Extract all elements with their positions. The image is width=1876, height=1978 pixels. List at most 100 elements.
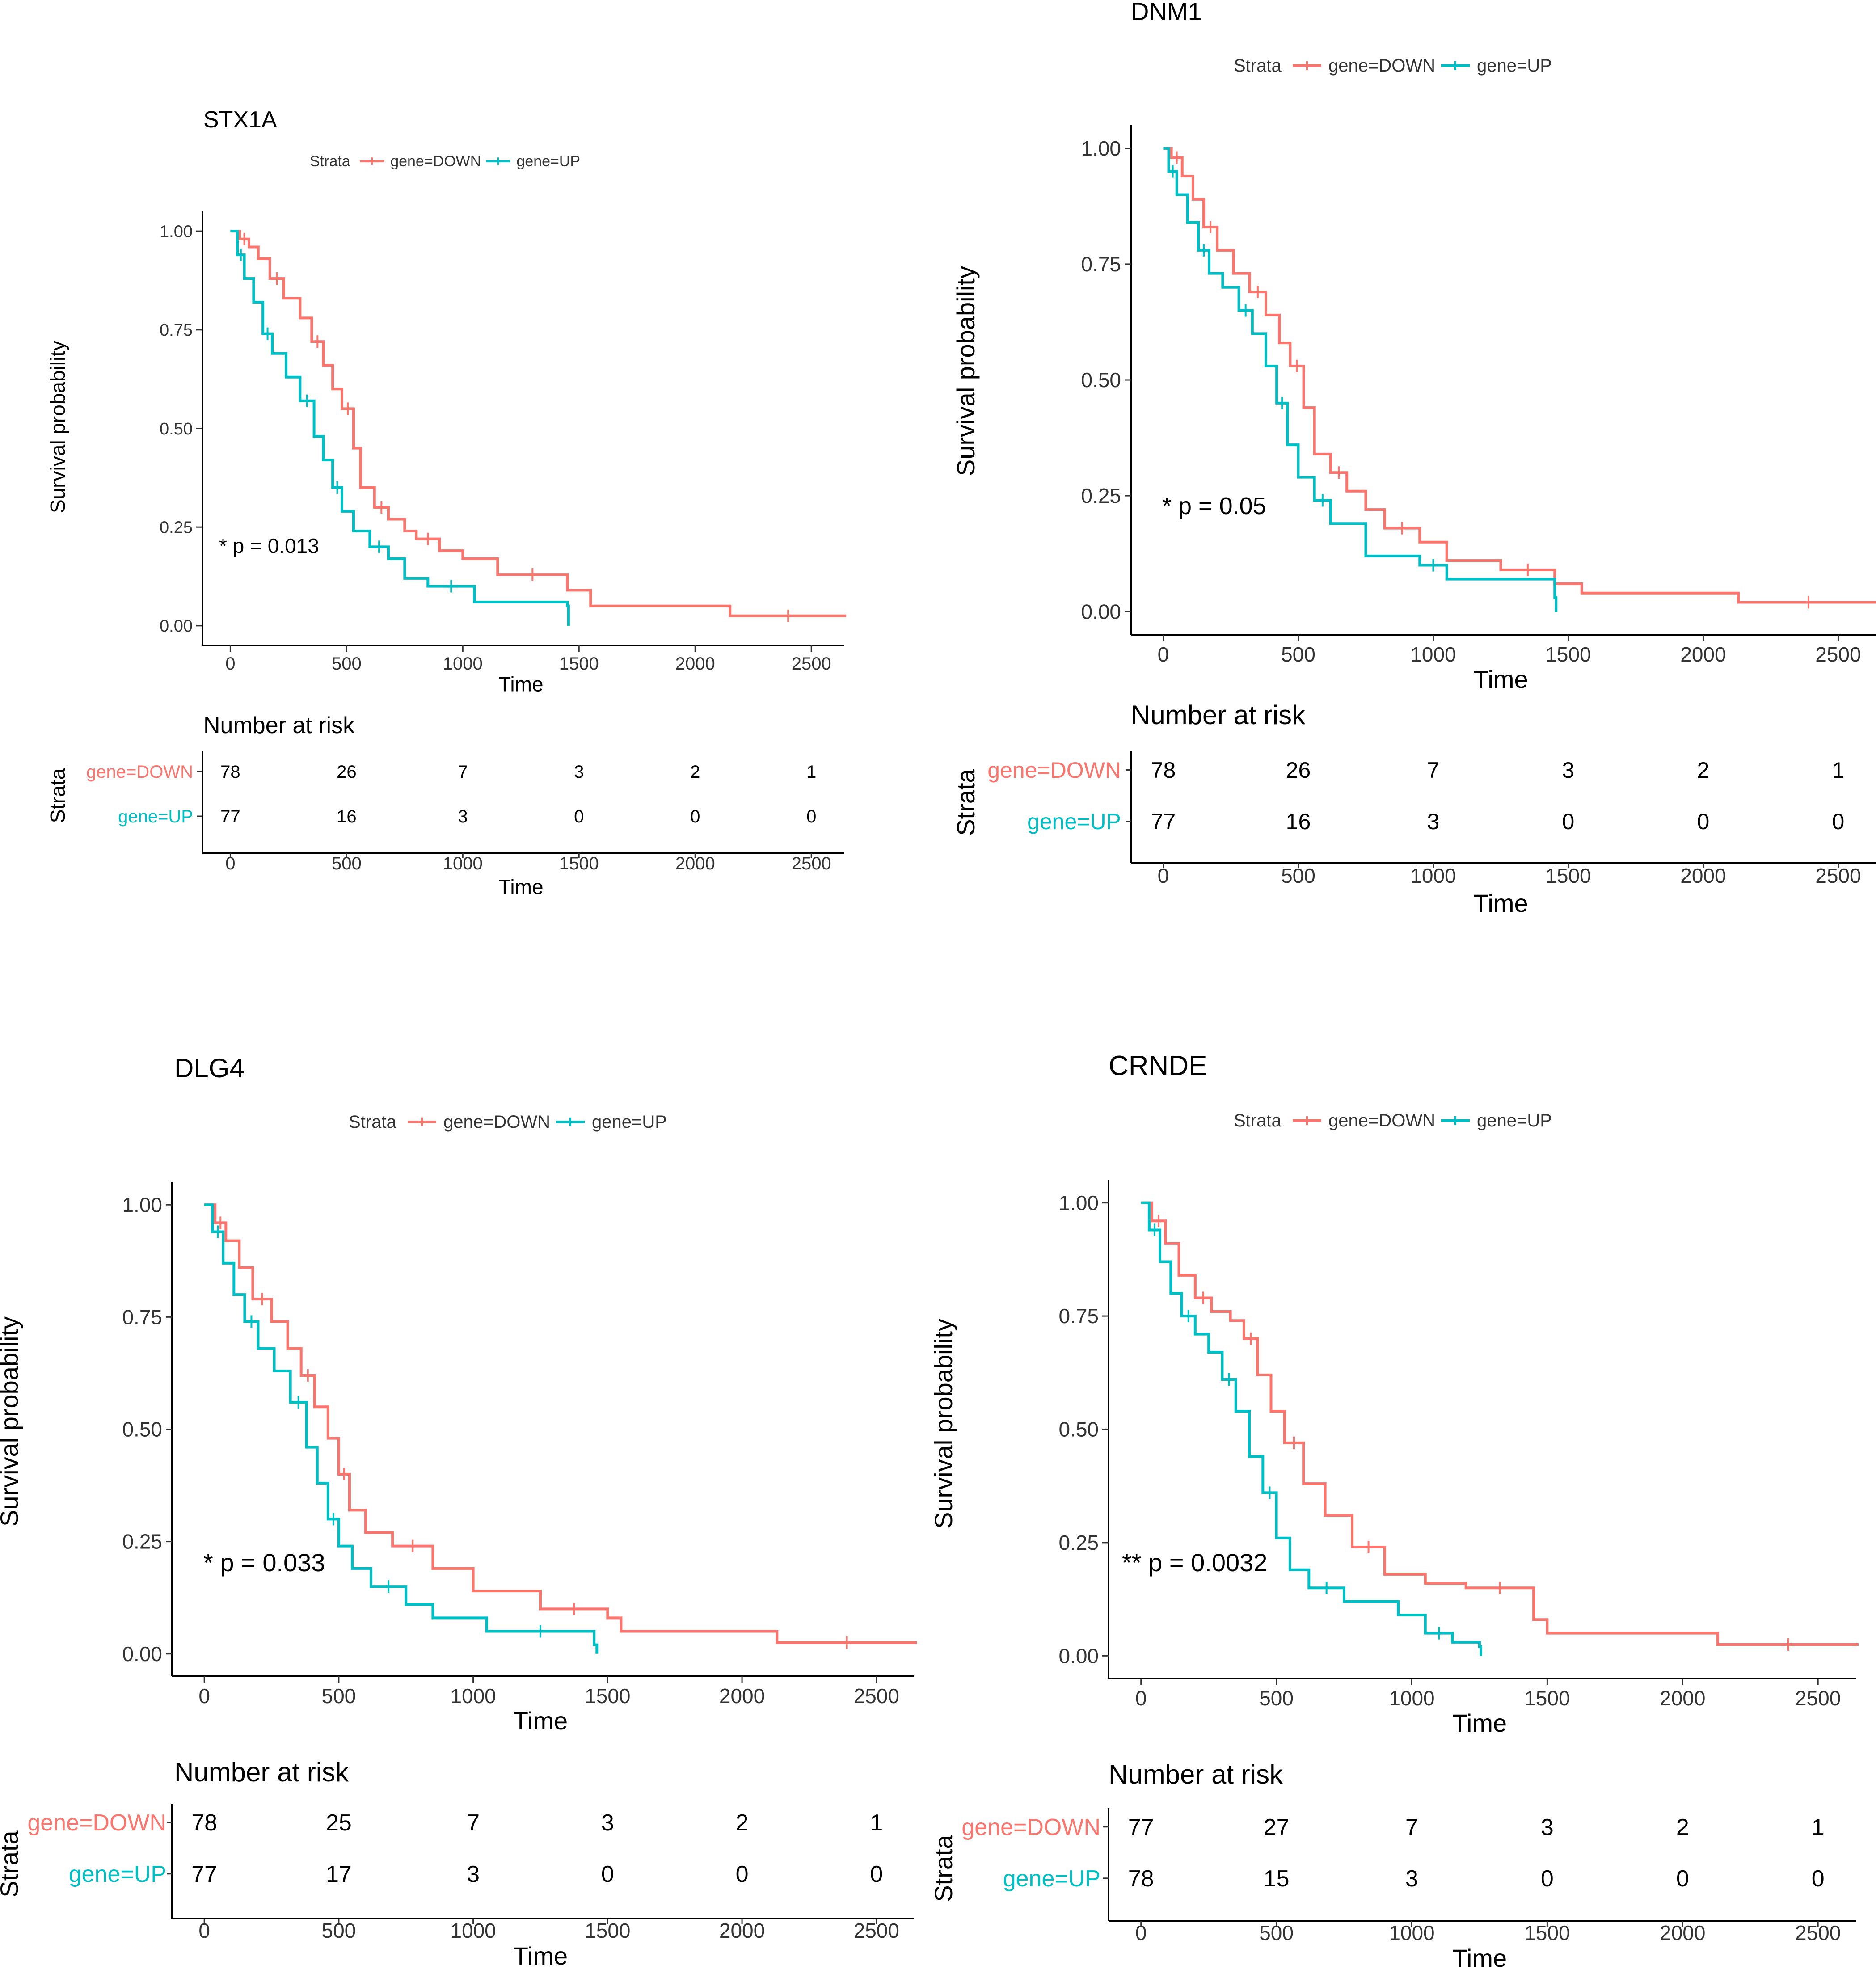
risk-x-tick-label: 1500 bbox=[559, 854, 599, 873]
risk-cell: 2 bbox=[1676, 1814, 1689, 1840]
risk-row-label: gene=DOWN bbox=[86, 762, 193, 782]
risk-x-axis-label: Time bbox=[1473, 889, 1528, 917]
risk-cell: 78 bbox=[1128, 1866, 1154, 1892]
panel-title: DLG4 bbox=[174, 1053, 245, 1083]
x-tick-label: 2500 bbox=[1795, 1687, 1841, 1710]
legend: Strata gene=DOWN gene=UP bbox=[1234, 1111, 1552, 1130]
p-value: * p = 0.013 bbox=[219, 534, 319, 557]
x-axis-label: Time bbox=[1452, 1709, 1507, 1737]
risk-cell: 2 bbox=[1697, 758, 1710, 783]
x-tick-label: 1500 bbox=[1545, 643, 1591, 666]
legend-label: gene=DOWN bbox=[1328, 56, 1435, 76]
risk-x-tick-label: 1500 bbox=[585, 1919, 630, 1942]
risk-table: Number at risk Strata gene=DOWN 78 26 7 3 2 1 gen… bbox=[952, 700, 1876, 917]
risk-cell: 0 bbox=[870, 1861, 883, 1887]
risk-row-label: gene=DOWN bbox=[27, 1810, 166, 1836]
risk-x-tick-label: 0 bbox=[1158, 864, 1169, 887]
y-tick-label: 0.00 bbox=[160, 617, 193, 636]
curve-gene-up bbox=[204, 1203, 599, 1654]
x-tick-label: 0 bbox=[1158, 643, 1169, 666]
y-axis-label: Survival probability bbox=[46, 341, 69, 513]
risk-table-title: Number at risk bbox=[1131, 700, 1306, 730]
y-tick-label: 0.50 bbox=[160, 420, 193, 439]
p-value: ** p = 0.0032 bbox=[1122, 1548, 1267, 1577]
legend-title: Strata bbox=[349, 1112, 396, 1132]
risk-x-tick-label: 0 bbox=[1135, 1921, 1147, 1944]
legend-title: Strata bbox=[1234, 56, 1282, 76]
risk-cell: 0 bbox=[1676, 1866, 1689, 1892]
curve-gene-up bbox=[1163, 147, 1558, 612]
risk-strata-label: Strata bbox=[46, 768, 69, 823]
risk-cell: 25 bbox=[326, 1810, 352, 1836]
x-tick-label: 500 bbox=[1281, 643, 1315, 666]
risk-cell: 16 bbox=[1286, 809, 1311, 834]
x-tick-label: 1000 bbox=[1389, 1687, 1434, 1710]
risk-cell: 0 bbox=[1697, 809, 1710, 834]
y-axis-label: Survival probability bbox=[929, 1319, 957, 1529]
x-axis-label: Time bbox=[1473, 665, 1528, 693]
x-tick-label: 1000 bbox=[450, 1684, 496, 1708]
risk-cell: 3 bbox=[574, 762, 584, 782]
legend-label: gene=UP bbox=[592, 1112, 667, 1132]
x-tick-label: 2000 bbox=[1680, 643, 1726, 666]
p-value: * p = 0.033 bbox=[203, 1548, 325, 1577]
risk-x-tick-label: 1000 bbox=[450, 1919, 496, 1942]
risk-cell: 78 bbox=[220, 762, 240, 782]
curve-gene-down bbox=[1163, 147, 1876, 604]
legend-label: gene=UP bbox=[1477, 56, 1552, 76]
risk-cell: 0 bbox=[736, 1861, 749, 1887]
risk-cell: 3 bbox=[1562, 758, 1575, 783]
p-value: * p = 0.05 bbox=[1162, 493, 1266, 519]
x-tick-label: 1000 bbox=[443, 654, 483, 674]
risk-row-label: gene=DOWN bbox=[987, 758, 1121, 783]
risk-row-label: gene=DOWN bbox=[961, 1814, 1100, 1840]
x-tick-label: 500 bbox=[322, 1684, 356, 1708]
risk-cell: 78 bbox=[1151, 758, 1176, 783]
risk-cell: 3 bbox=[458, 807, 468, 827]
legend-label: gene=DOWN bbox=[1328, 1111, 1435, 1130]
y-tick-label: 0.50 bbox=[122, 1418, 162, 1441]
y-tick-label: 0.25 bbox=[160, 518, 193, 537]
curve-gene-up bbox=[1141, 1201, 1482, 1656]
risk-row-label: gene=UP bbox=[1003, 1866, 1100, 1892]
x-tick-label: 2000 bbox=[675, 654, 715, 674]
risk-cell: 3 bbox=[1541, 1814, 1554, 1840]
legend-title: Strata bbox=[310, 153, 350, 170]
y-tick-label: 0.75 bbox=[122, 1305, 162, 1329]
risk-x-tick-label: 1500 bbox=[1545, 864, 1591, 887]
risk-x-axis-label: Time bbox=[513, 1942, 568, 1970]
x-tick-label: 2000 bbox=[719, 1684, 765, 1708]
risk-x-tick-label: 0 bbox=[198, 1919, 210, 1942]
risk-cell: 26 bbox=[1286, 758, 1311, 783]
risk-cell: 77 bbox=[1151, 809, 1176, 834]
km-panel-stx1a: STX1A Strata gene=DOWN gene=UP Survival prob… bbox=[46, 107, 847, 898]
risk-strata-label: Strata bbox=[952, 768, 980, 835]
risk-x-tick-label: 500 bbox=[1281, 864, 1315, 887]
risk-cell: 0 bbox=[690, 807, 700, 827]
legend-label: gene=DOWN bbox=[443, 1112, 550, 1132]
risk-cell: 77 bbox=[191, 1861, 217, 1887]
risk-x-tick-label: 2000 bbox=[1680, 864, 1726, 887]
risk-cell: 16 bbox=[337, 807, 357, 827]
risk-x-tick-label: 500 bbox=[332, 854, 362, 873]
risk-cell: 7 bbox=[1405, 1814, 1418, 1840]
risk-table-title: Number at risk bbox=[174, 1757, 349, 1787]
risk-x-tick-label: 1000 bbox=[1410, 864, 1456, 887]
y-tick-label: 0.00 bbox=[1081, 600, 1121, 623]
risk-table: Number at risk Strata gene=DOWN 78 26 7 3 2 1 gen… bbox=[46, 713, 844, 898]
risk-cell: 7 bbox=[458, 762, 468, 782]
risk-cell: 77 bbox=[220, 807, 240, 827]
risk-cell: 17 bbox=[326, 1861, 352, 1887]
risk-x-tick-label: 2500 bbox=[854, 1919, 899, 1942]
risk-cell: 26 bbox=[337, 762, 357, 782]
risk-x-tick-label: 1500 bbox=[1524, 1921, 1570, 1944]
km-panel-dnm1: DNM1 Strata gene=DOWN gene=UP Survival proba… bbox=[952, 0, 1876, 917]
y-tick-label: 0.00 bbox=[122, 1642, 162, 1666]
risk-x-tick-label: 2500 bbox=[792, 854, 831, 873]
curve-gene-down bbox=[230, 230, 847, 617]
